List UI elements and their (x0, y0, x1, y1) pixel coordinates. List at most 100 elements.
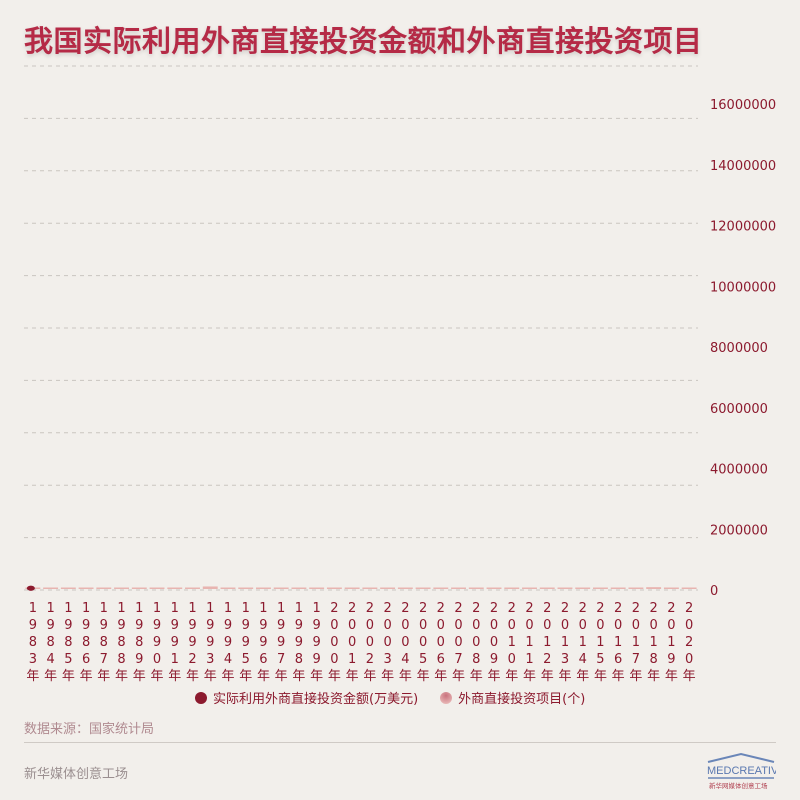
brand-name: 新华媒体创意工场 (24, 767, 129, 782)
bar-projects[interactable] (96, 587, 112, 590)
point-amount[interactable] (26, 585, 35, 591)
y-tick-label: 6000000 (710, 402, 768, 417)
bar-projects[interactable] (185, 587, 200, 590)
legend-label: 实际利用外商直接投资金额(万美元) (213, 692, 419, 707)
bar-projects[interactable] (539, 587, 555, 590)
svg-text:MEDCREATIVE: MEDCREATIVE (707, 765, 776, 777)
bar-projects[interactable] (522, 587, 537, 590)
y-tick-label: 10000000 (710, 280, 776, 295)
bar-projects[interactable] (486, 587, 502, 590)
bar-projects[interactable] (202, 586, 218, 589)
bar-projects[interactable] (415, 587, 431, 590)
bar-projects[interactable] (255, 587, 271, 590)
bar-projects[interactable] (504, 587, 520, 590)
bar-projects[interactable] (131, 587, 147, 590)
legend-item-projects[interactable]: 外商直接投资项目(个) (440, 688, 585, 707)
bar-projects[interactable] (114, 587, 130, 590)
bar-projects[interactable] (273, 587, 289, 590)
y-tick-label: 4000000 (710, 463, 768, 478)
bar-projects[interactable] (309, 587, 325, 590)
legend: 实际利用外商直接投资金额(万美元) 外商直接投资项目(个) (195, 688, 585, 707)
y-tick-label: 2000000 (710, 523, 768, 538)
legend-label: 外商直接投资项目(个) (458, 692, 586, 707)
bar-projects[interactable] (326, 587, 342, 590)
y-tick-label: 0 (710, 584, 718, 599)
bar-projects[interactable] (238, 587, 254, 590)
bar-projects[interactable] (362, 587, 378, 590)
bar-projects[interactable] (575, 587, 591, 590)
bar-projects[interactable] (291, 587, 307, 590)
bar-projects[interactable] (557, 587, 573, 590)
bar-projects[interactable] (646, 587, 662, 589)
legend-item-amount[interactable]: 实际利用外商直接投资金额(万美元) (195, 688, 418, 707)
legend-dot (440, 692, 453, 704)
bar-projects[interactable] (149, 587, 165, 590)
legend-dot (195, 692, 207, 704)
bar-projects[interactable] (468, 587, 484, 590)
bar-projects[interactable] (78, 587, 94, 590)
bar-projects[interactable] (60, 587, 76, 590)
bar-projects[interactable] (681, 587, 697, 590)
bar-projects[interactable] (663, 587, 679, 590)
chart-title: 我国实际利用外商直接投资金额和外商直接投资项目 (24, 24, 703, 58)
y-tick-label: 12000000 (710, 220, 776, 235)
bar-projects[interactable] (592, 587, 608, 590)
bar-projects[interactable] (220, 587, 236, 590)
source-note: 数据来源：国家统计局 (24, 722, 155, 737)
bar-projects[interactable] (628, 587, 644, 590)
bar-projects[interactable] (397, 587, 413, 590)
divider (24, 742, 776, 743)
y-tick-label: 16000000 (710, 98, 776, 113)
bar-projects[interactable] (43, 587, 59, 590)
y-tick-label: 14000000 (710, 159, 776, 174)
y-tick-label: 8000000 (710, 341, 768, 356)
brand-logo: MEDCREATIVE 新华网媒体创意工场 (707, 752, 776, 790)
bar-projects[interactable] (380, 587, 396, 590)
bar-projects[interactable] (167, 587, 183, 590)
bar-projects[interactable] (344, 587, 360, 590)
bar-projects[interactable] (433, 587, 449, 590)
bar-projects[interactable] (610, 587, 626, 590)
chart: 0 2000000 4000000 6000000 8000000 10000000 120… (24, 65, 776, 684)
svg-text:新华网媒体创意工场: 新华网媒体创意工场 (709, 781, 768, 790)
bar-projects[interactable] (451, 587, 467, 590)
